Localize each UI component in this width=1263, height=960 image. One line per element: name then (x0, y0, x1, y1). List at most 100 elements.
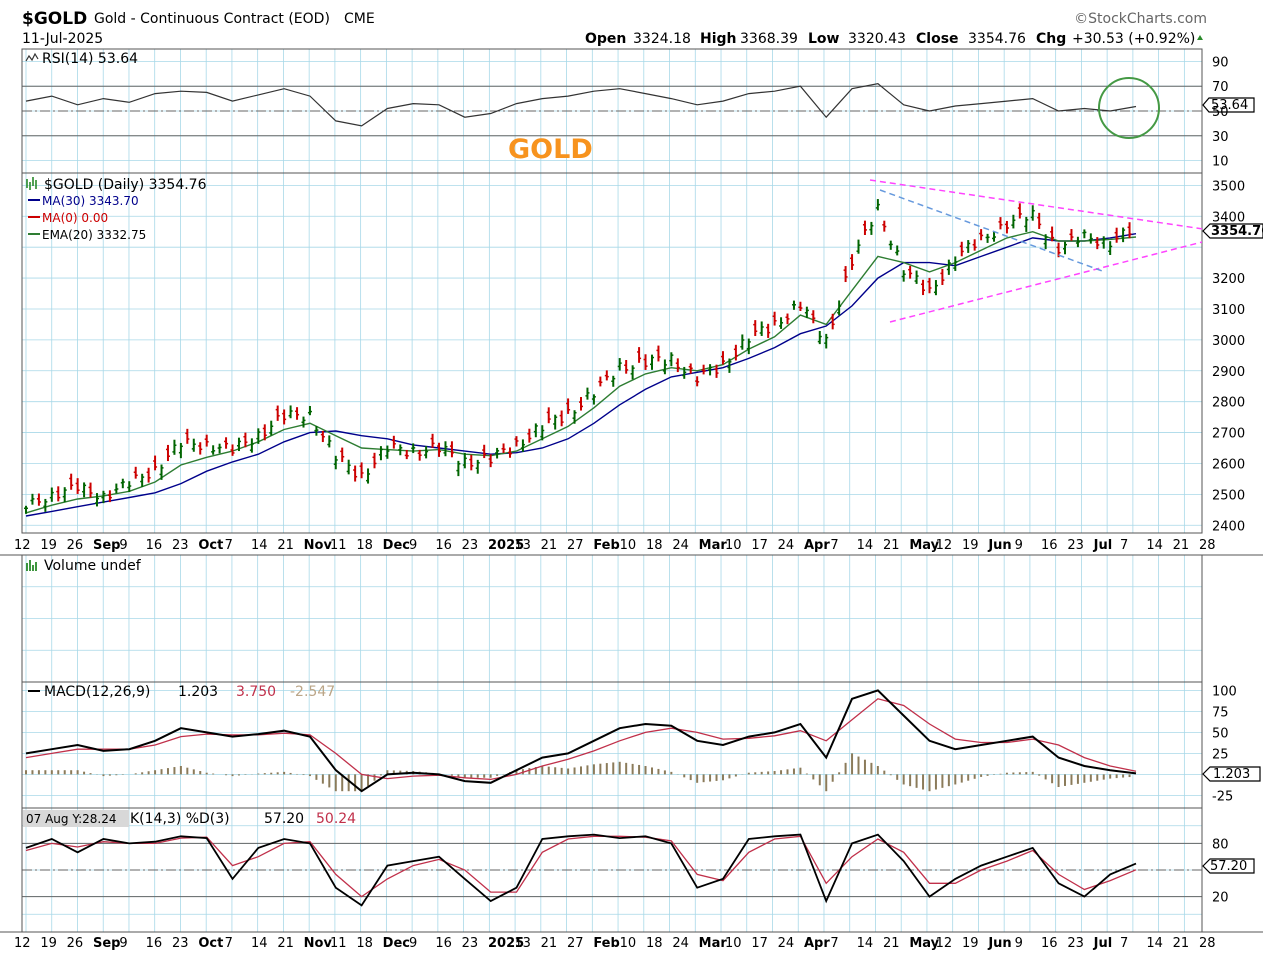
x-axis-label: 14 (1146, 936, 1163, 951)
symbol-title: $GOLD (22, 9, 87, 29)
x-axis-label: 23 (462, 936, 479, 951)
close-label: Close (916, 31, 959, 47)
macd-current-value: 1.203 (1213, 767, 1250, 782)
x-axis-label: 2025 (488, 936, 524, 951)
stoch-tick-label: 80 (1212, 837, 1229, 852)
price-tick-label: 2800 (1212, 396, 1245, 411)
price-legend: $GOLD (Daily) 3354.76 MA(30) 3343.70 MA(… (26, 177, 207, 242)
x-axis-label: 12 (14, 538, 31, 553)
x-axis-label: Jun (987, 936, 1011, 951)
price-tick-label: 2700 (1212, 427, 1245, 442)
rsi-tick-label: 50 (1212, 105, 1229, 120)
gold-annotation: GOLD (508, 134, 593, 165)
rsi-panel: RSI(14) 53.64 GOLD 53.64 (25, 51, 1255, 165)
ma30-line (25, 233, 1137, 517)
x-axis-label: Apr (804, 936, 830, 951)
triangle-pattern (869, 179, 1202, 323)
ema20-line (25, 230, 1137, 514)
x-axis-label: 7 (830, 936, 838, 951)
stoch-current-tag: 57.20 (1202, 858, 1255, 874)
x-axis-label: 12 (14, 936, 31, 951)
volume-legend-icon (26, 560, 37, 571)
x-axis-label: 19 (40, 936, 57, 951)
open-value: 3324.18 (633, 31, 691, 47)
rsi-legend: RSI(14) 53.64 (42, 51, 138, 67)
x-axis-label: 18 (646, 936, 663, 951)
macd-tick-label: -25 (1212, 789, 1233, 804)
price-legend-ma30: MA(30) 3343.70 (42, 194, 139, 208)
stoch-tick-label: 20 (1212, 891, 1229, 906)
price-tick-label: 3200 (1212, 272, 1245, 287)
exchange-label: CME (344, 11, 375, 27)
x-axis-label: Feb (593, 936, 619, 951)
x-axis-label: 21 (541, 538, 558, 553)
price-legend-ma0: MA(0) 0.00 (42, 211, 108, 225)
x-axis-label: 13 (514, 936, 531, 951)
x-axis-label: 28 (1199, 538, 1216, 553)
stoch-legend-k: 57.20 (264, 811, 304, 827)
x-axis-label: 2025 (488, 538, 524, 553)
x-axis-label: 10 (725, 538, 742, 553)
x-axis-label: 16 (1041, 538, 1058, 553)
x-axis-label: 18 (356, 538, 373, 553)
price-current-value: 3354.76 (1211, 224, 1263, 239)
x-axis-label: May (909, 538, 939, 553)
chart-date: 11-Jul-2025 (22, 31, 103, 47)
x-axis-label: 18 (646, 538, 663, 553)
x-axis-label: 9 (119, 538, 127, 553)
symbol-description: Gold - Continuous Contract (EOD) (94, 11, 330, 27)
x-axis-label: 14 (251, 936, 268, 951)
x-axis-label: 17 (751, 936, 768, 951)
macd-legend-hist: -2.547 (290, 684, 335, 700)
x-axis-label: Mar (699, 538, 728, 553)
volume-panel: Volume undef (26, 558, 142, 574)
x-axis-label: 16 (1041, 936, 1058, 951)
price-current-tag: 3354.76 (1202, 223, 1263, 239)
x-axis-label: 11 (330, 936, 347, 951)
x-axis-label: 24 (672, 936, 689, 951)
macd-tick-label: 75 (1212, 705, 1229, 720)
x-axis-label: 10 (620, 936, 637, 951)
x-axis-label: 19 (962, 936, 979, 951)
x-axis-label: 14 (1146, 538, 1163, 553)
brand-logo: ©StockCharts.com (1074, 11, 1207, 27)
price-legend-main: $GOLD (Daily) 3354.76 (44, 177, 207, 193)
x-axis-label: 7 (225, 538, 233, 553)
close-value: 3354.76 (968, 31, 1026, 47)
price-legend-icon (26, 177, 37, 190)
x-axis-label: 9 (409, 936, 417, 951)
rsi-legend-icon (25, 52, 39, 62)
x-axis-label: Feb (593, 538, 619, 553)
x-axis-label: Sep (93, 936, 121, 951)
price-tick-label: 2500 (1212, 488, 1245, 503)
x-axis-label: 23 (1067, 936, 1084, 951)
x-axis-label: 21 (883, 538, 900, 553)
price-tick-label: 3500 (1212, 179, 1245, 194)
x-axis-label: 21 (277, 538, 294, 553)
x-axis-label: 18 (356, 936, 373, 951)
x-axis-label: Jul (1093, 936, 1113, 951)
rsi-tick-label: 30 (1212, 130, 1229, 145)
stoch-d-line (25, 835, 1137, 898)
price-legend-ema20: EMA(20) 3332.75 (42, 228, 146, 242)
x-axis-label: Sep (93, 538, 121, 553)
x-axis-label: 7 (1120, 936, 1128, 951)
chg-label: Chg (1036, 31, 1066, 47)
macd-legend-signal: 3.750 (236, 684, 276, 700)
x-axis-label: Jul (1093, 538, 1113, 553)
x-axis-label: 14 (857, 538, 874, 553)
stoch-panel: 07 Aug Y:28.24 K(14,3) %D(3) 57.20 50.24… (23, 810, 1255, 907)
x-axis-label: Oct (198, 538, 223, 553)
rsi-tag-box (1202, 97, 1255, 113)
price-tick-label: 3000 (1212, 334, 1245, 349)
x-axis-label: 23 (1067, 538, 1084, 553)
open-label: Open (585, 31, 626, 47)
macd-tick-label: 50 (1212, 726, 1229, 741)
price-tick-label: 2900 (1212, 365, 1245, 380)
x-axis-label: 23 (462, 538, 479, 553)
x-axis-label: 23 (172, 936, 189, 951)
grid-layer (0, 48, 1263, 933)
x-axis-label: 21 (277, 936, 294, 951)
x-axis-label: 12 (936, 538, 953, 553)
